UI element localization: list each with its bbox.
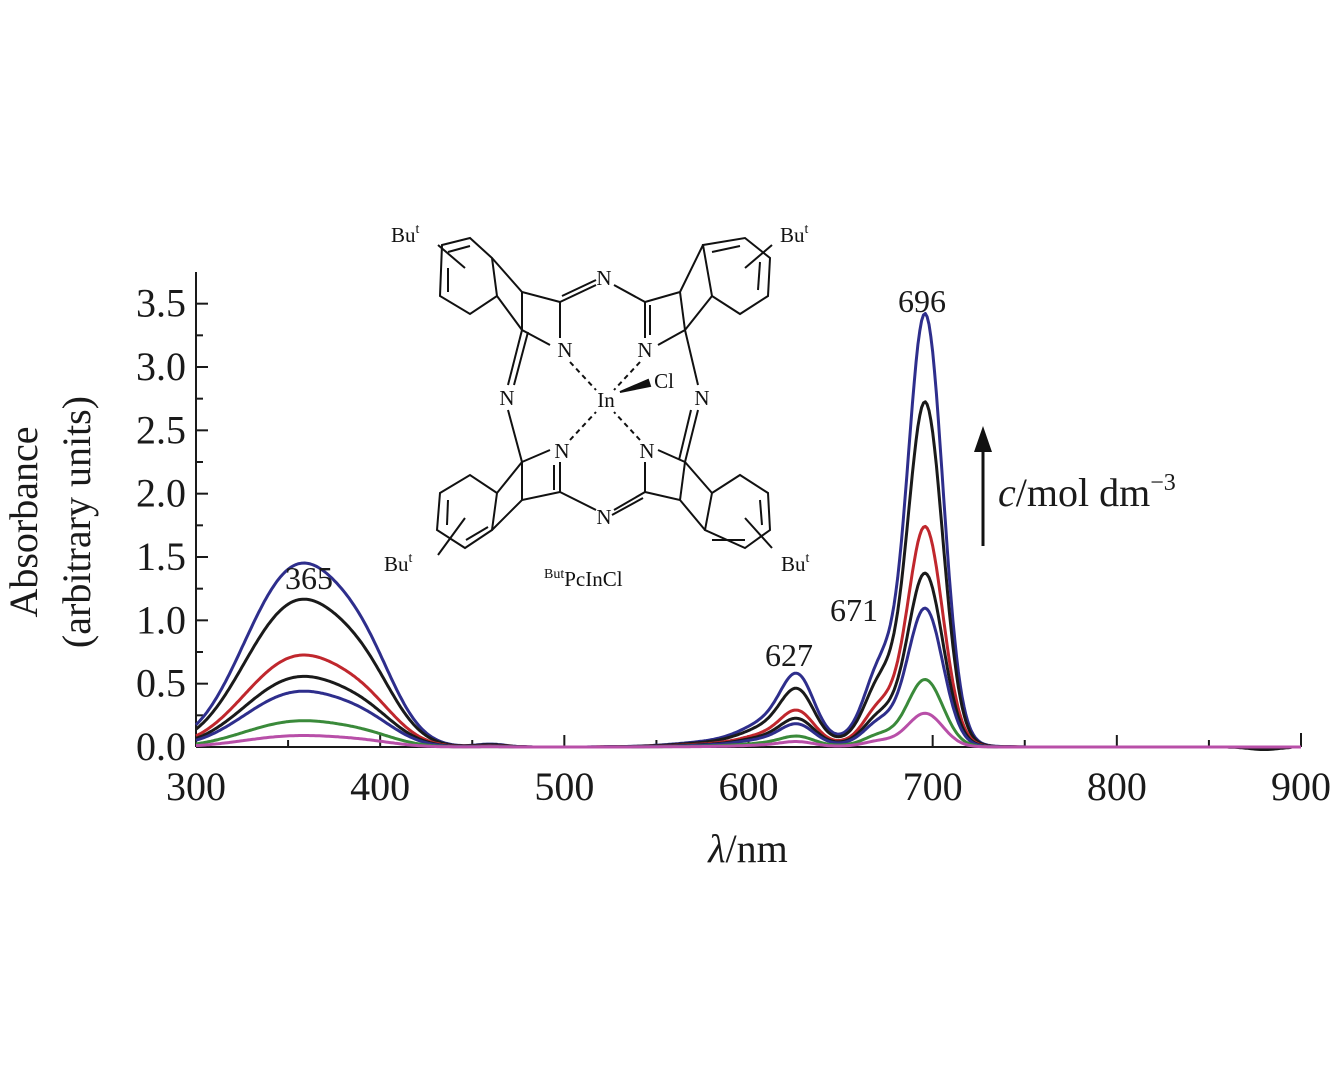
spectrum-series-line bbox=[195, 524, 1301, 749]
bond bbox=[447, 245, 471, 253]
peak-label-696: 696 bbox=[898, 283, 946, 319]
bond bbox=[611, 497, 644, 516]
atom-label-n: N bbox=[557, 338, 572, 362]
x-tick-label: 600 bbox=[719, 764, 779, 809]
compound-label: ButPcInCl bbox=[544, 567, 623, 591]
bond bbox=[446, 499, 449, 526]
y-tick-label: 0.0 bbox=[136, 724, 186, 769]
bond bbox=[759, 499, 763, 526]
concentration-symbol: c bbox=[998, 470, 1016, 515]
arrow-head-icon bbox=[974, 426, 992, 452]
bond bbox=[491, 257, 561, 303]
concentration-label: c/mol dm−3 bbox=[998, 470, 1176, 515]
bond bbox=[644, 491, 706, 531]
y-tick-label: 0.5 bbox=[136, 661, 186, 706]
bond bbox=[744, 244, 773, 269]
x-axis-symbol: λ bbox=[707, 826, 725, 871]
bond bbox=[684, 329, 699, 386]
substituent-label-top-right: But bbox=[780, 222, 809, 247]
peak-label-365: 365 bbox=[285, 560, 333, 596]
wedge-bond bbox=[619, 378, 652, 393]
bond bbox=[491, 491, 561, 531]
y-tick-label: 1.0 bbox=[136, 597, 186, 642]
concentration-unit: /mol dm bbox=[1016, 470, 1150, 515]
bond bbox=[437, 517, 466, 556]
bond bbox=[559, 491, 597, 511]
y-tick-label: 3.0 bbox=[136, 344, 186, 389]
bond bbox=[744, 517, 773, 549]
bond bbox=[684, 295, 713, 331]
bond bbox=[711, 245, 741, 253]
bond bbox=[496, 295, 523, 331]
x-tick-label: 800 bbox=[1087, 764, 1147, 809]
atom-label-n: N bbox=[596, 266, 611, 290]
coordination-bond bbox=[569, 411, 597, 441]
y-tick-label: 2.0 bbox=[136, 471, 186, 516]
bond bbox=[679, 291, 686, 331]
y-tick-label: 3.5 bbox=[136, 281, 186, 326]
x-tick-label: 300 bbox=[166, 764, 226, 809]
coordination-bond bbox=[613, 411, 641, 441]
bond bbox=[684, 461, 713, 494]
bond bbox=[684, 409, 699, 463]
axis-tick-labels: 300 400 500 600 700 800 900 0.0 0.5 1.0 1.5 2.0 2.5 3… bbox=[136, 281, 1331, 809]
bond bbox=[507, 329, 523, 386]
x-tick-label: 500 bbox=[534, 764, 594, 809]
bond bbox=[521, 329, 551, 346]
bond bbox=[507, 409, 523, 463]
bond bbox=[613, 284, 646, 303]
ligand-label: Cl bbox=[654, 369, 674, 393]
spectrum-series-line bbox=[195, 711, 1301, 749]
atom-label-n: N bbox=[499, 386, 514, 410]
substituent-label-bottom-right: But bbox=[781, 551, 810, 576]
x-tick-label: 700 bbox=[903, 764, 963, 809]
atom-label-n: N bbox=[694, 386, 709, 410]
bond bbox=[465, 526, 489, 541]
atom-label-n: N bbox=[639, 439, 654, 463]
atom-label-n: N bbox=[596, 505, 611, 529]
bond bbox=[657, 449, 686, 463]
peak-label-627: 627 bbox=[765, 637, 813, 673]
bond bbox=[644, 244, 704, 303]
atom-label-n: N bbox=[554, 439, 569, 463]
concentration-exponent: −3 bbox=[1150, 470, 1176, 496]
y-axis-title-line1: Absorbance bbox=[1, 426, 46, 617]
atom-label-n: N bbox=[637, 338, 652, 362]
bond bbox=[559, 284, 597, 303]
substituent-label-bottom-left: But bbox=[384, 551, 413, 576]
bond bbox=[678, 409, 692, 461]
x-axis-title: λ/nm bbox=[707, 826, 788, 871]
bond bbox=[757, 261, 761, 291]
coordination-bond bbox=[613, 361, 641, 391]
benzene-ring-bottom-left bbox=[435, 473, 499, 550]
spectrum-series-line bbox=[195, 571, 1301, 749]
bond bbox=[521, 449, 551, 463]
bond bbox=[496, 461, 523, 494]
y-tick-label: 1.5 bbox=[136, 534, 186, 579]
concentration-arrow bbox=[974, 426, 992, 546]
x-axis-unit: /nm bbox=[726, 826, 788, 871]
x-tick-label: 400 bbox=[350, 764, 410, 809]
y-axis-title-line2: (arbitrary units) bbox=[54, 396, 99, 648]
bond bbox=[679, 461, 686, 501]
molecule-labels: N N N N N N N N In Cl But But But But Bu… bbox=[384, 222, 810, 591]
substituent-label-top-left: But bbox=[391, 222, 420, 247]
bond bbox=[513, 331, 529, 386]
x-tick-label: 900 bbox=[1271, 764, 1331, 809]
y-tick-label: 2.5 bbox=[136, 407, 186, 452]
metal-label: In bbox=[597, 388, 615, 412]
coordination-bond bbox=[569, 361, 597, 391]
peak-label-671: 671 bbox=[830, 592, 878, 628]
bond bbox=[613, 491, 646, 511]
bond bbox=[657, 329, 686, 346]
bond bbox=[561, 279, 597, 297]
molecule-structure-diagram bbox=[435, 236, 773, 556]
plot-axes: 300 400 500 600 700 800 900 0.0 0.5 1.0 1.5 2.0 2.5 3… bbox=[136, 272, 1331, 809]
spectra-lines bbox=[194, 312, 1301, 751]
bond bbox=[437, 244, 466, 269]
